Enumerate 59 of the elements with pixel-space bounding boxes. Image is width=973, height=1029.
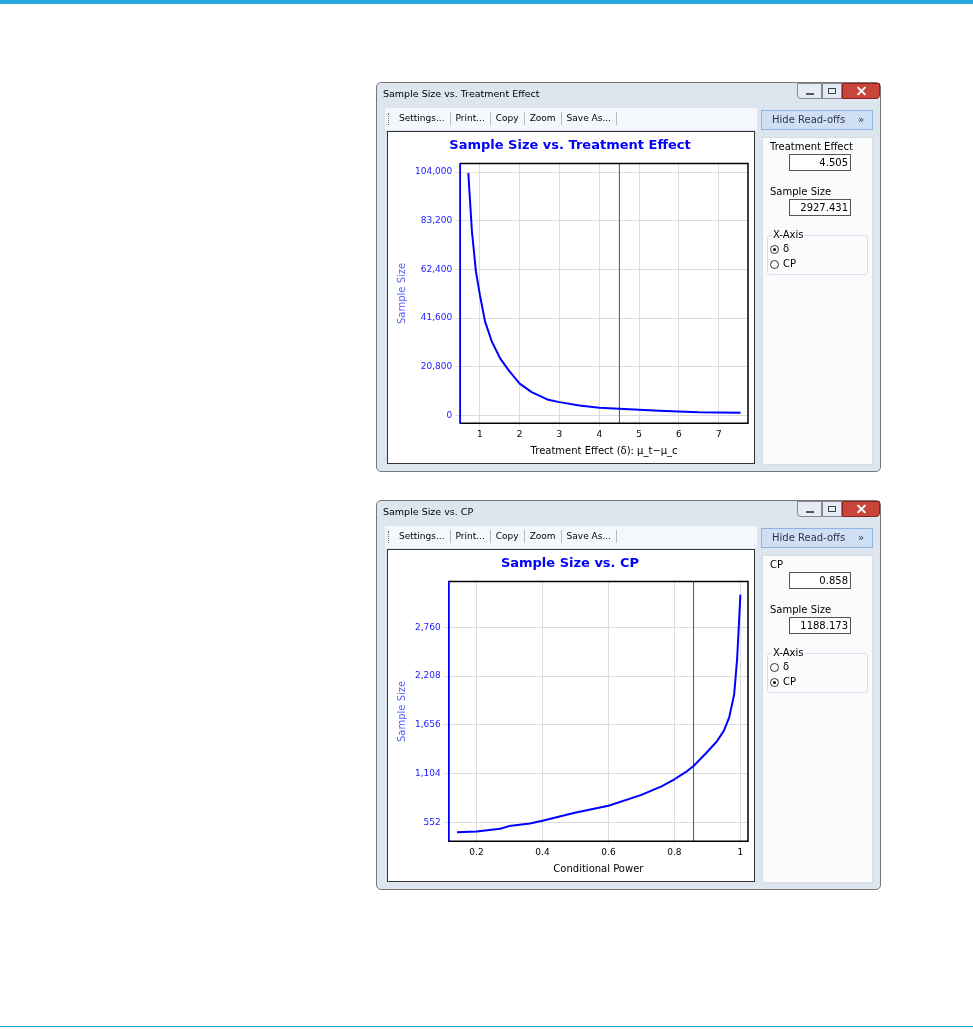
text: Sample Size vs. Treatment Effect bbox=[383, 88, 540, 99]
text: Copy bbox=[495, 113, 519, 123]
text: 2927.431 bbox=[800, 202, 848, 213]
y-tick-label: 2,208 bbox=[415, 670, 442, 681]
text: » bbox=[857, 114, 864, 125]
text: Treatment Effect bbox=[770, 141, 853, 152]
y-tick-label: 62,400 bbox=[420, 263, 453, 274]
text: Save As... bbox=[566, 113, 611, 123]
x-tick-label: 6 bbox=[676, 428, 683, 439]
x-axis-title: Conditional Power bbox=[553, 862, 645, 874]
x-tick-label: 4 bbox=[596, 428, 603, 439]
x-tick-label: 1 bbox=[476, 428, 483, 439]
text: Sample Size bbox=[770, 604, 832, 615]
y-tick-label: 0 bbox=[446, 409, 453, 420]
text: Zoom bbox=[529, 531, 556, 541]
text: X-Axis bbox=[773, 647, 804, 658]
y-tick-label: 1,104 bbox=[415, 767, 442, 778]
text: X-Axis bbox=[773, 229, 804, 240]
x-tick-label: 2 bbox=[516, 428, 523, 439]
y-tick-label: 1,656 bbox=[415, 719, 442, 730]
text: 1188.173 bbox=[800, 620, 848, 631]
text: Hide Read-offs bbox=[772, 114, 846, 125]
y-tick-label: 41,600 bbox=[420, 312, 453, 323]
text: δ bbox=[783, 243, 790, 254]
y-axis-title: Sample Size bbox=[395, 680, 407, 742]
text: 4.505 bbox=[819, 157, 848, 168]
y-tick-label: 552 bbox=[423, 816, 441, 827]
text: CP bbox=[783, 258, 797, 269]
y-tick-label: 20,800 bbox=[420, 361, 453, 372]
text: Settings... bbox=[399, 531, 445, 541]
text: Zoom bbox=[529, 113, 556, 123]
x-tick-label: 1 bbox=[737, 846, 744, 857]
chart-title: Sample Size vs. CP bbox=[500, 555, 640, 571]
y-axis-title: Sample Size bbox=[395, 262, 407, 324]
text: Copy bbox=[495, 531, 519, 541]
text: » bbox=[857, 532, 864, 543]
text: CP bbox=[783, 676, 797, 687]
x-tick-label: 5 bbox=[636, 428, 642, 439]
x-tick-label: 0.2 bbox=[469, 846, 484, 857]
text: Settings... bbox=[399, 113, 445, 123]
y-tick-label: 2,760 bbox=[415, 621, 442, 632]
text: Save As... bbox=[566, 531, 611, 541]
text: Sample Size vs. CP bbox=[383, 506, 474, 517]
x-axis-title: Treatment Effect (δ): μ_t−μ_c bbox=[529, 444, 678, 457]
text: 0.858 bbox=[819, 575, 848, 586]
text: δ bbox=[783, 661, 790, 672]
text: Print... bbox=[455, 531, 485, 541]
text: Print... bbox=[455, 113, 485, 123]
x-tick-label: 0.6 bbox=[601, 846, 616, 857]
y-tick-label: 104,000 bbox=[415, 166, 453, 177]
text: Sample Size bbox=[770, 186, 832, 197]
text: CP bbox=[770, 559, 784, 570]
y-tick-label: 83,200 bbox=[420, 215, 453, 226]
text: Hide Read-offs bbox=[772, 532, 846, 543]
chart-title: Sample Size vs. Treatment Effect bbox=[449, 137, 691, 153]
x-tick-label: 0.8 bbox=[667, 846, 682, 857]
x-tick-label: 3 bbox=[556, 428, 563, 439]
x-tick-label: 0.4 bbox=[535, 846, 550, 857]
x-tick-label: 7 bbox=[715, 428, 722, 439]
